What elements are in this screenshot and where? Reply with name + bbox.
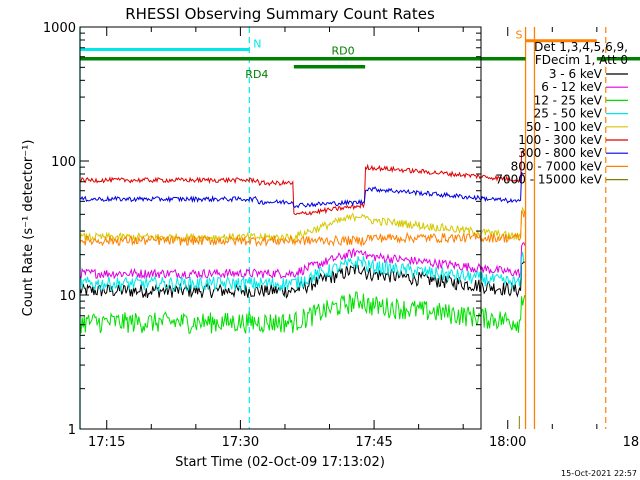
plot-frame bbox=[79, 26, 482, 430]
y-tick-label: 100 bbox=[51, 155, 76, 170]
legend-entry-label: 12 - 25 keV bbox=[534, 93, 603, 107]
legend-entry-label: 300 - 800 keV bbox=[518, 146, 602, 160]
series-trace bbox=[79, 242, 526, 280]
rd4-flag-label: RD4 bbox=[245, 68, 268, 81]
legend: Det 1,3,4,5,6,9, FDecim 1, Att 0 3 - 6 k… bbox=[495, 40, 628, 187]
series-trace bbox=[79, 251, 526, 292]
series-trace bbox=[79, 149, 526, 216]
saa-flag-label: S bbox=[516, 29, 523, 42]
generation-timestamp: 15-Oct-2021 22:57 bbox=[561, 469, 637, 478]
series-trace bbox=[79, 171, 525, 209]
y-tick-label: 10 bbox=[59, 289, 76, 304]
legend-entry-label: 6 - 12 keV bbox=[541, 80, 603, 94]
rd0-flag-label: RD0 bbox=[332, 45, 355, 58]
y-tick-label: 1000 bbox=[43, 21, 76, 36]
series-trace bbox=[79, 291, 526, 334]
y-axis-label: Count Rate (s⁻¹ detector⁻¹) bbox=[21, 140, 36, 317]
series-trace bbox=[79, 210, 526, 248]
night-flag-label: N bbox=[253, 37, 261, 50]
x-tick-label: 17:30 bbox=[222, 435, 259, 450]
x-tick-label: 18:00 bbox=[489, 435, 526, 450]
legend-entry-label: 7000 - 15000 keV bbox=[495, 173, 602, 187]
legend-header-line-1: Det 1,3,4,5,6,9, bbox=[534, 40, 628, 54]
x-tick-label: 17:15 bbox=[88, 435, 125, 450]
legend-entry-label: 25 - 50 keV bbox=[534, 107, 603, 121]
x-tick-label: 18:15 bbox=[623, 435, 640, 450]
y-tick-label: 1 bbox=[68, 423, 76, 438]
x-tick-label: 17:45 bbox=[355, 435, 392, 450]
legend-entry-label: 100 - 300 keV bbox=[518, 133, 602, 147]
x-axis-label: Start Time (02-Oct-09 17:13:02) bbox=[175, 455, 385, 470]
legend-header-line-2: FDecim 1, Att 0 bbox=[535, 53, 628, 67]
legend-entry-label: 3 - 6 keV bbox=[549, 67, 603, 81]
legend-entry-label: 800 - 7000 keV bbox=[511, 159, 603, 173]
chart-title: RHESSI Observing Summary Count Rates bbox=[125, 5, 435, 23]
legend-entry-label: 50 - 100 keV bbox=[526, 120, 603, 134]
